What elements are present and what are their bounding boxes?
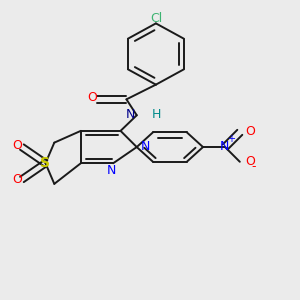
Text: +: + (227, 134, 235, 144)
Text: -: - (252, 160, 256, 173)
Text: O: O (245, 125, 255, 138)
Text: O: O (245, 155, 255, 168)
Text: O: O (12, 139, 22, 152)
Text: Cl: Cl (150, 13, 162, 26)
Text: S: S (40, 156, 50, 170)
Text: N: N (220, 140, 229, 153)
Text: N: N (141, 140, 150, 153)
Text: N: N (106, 164, 116, 177)
Text: O: O (12, 173, 22, 186)
Text: N: N (125, 108, 135, 121)
Text: O: O (88, 91, 98, 104)
Text: H: H (152, 108, 161, 121)
